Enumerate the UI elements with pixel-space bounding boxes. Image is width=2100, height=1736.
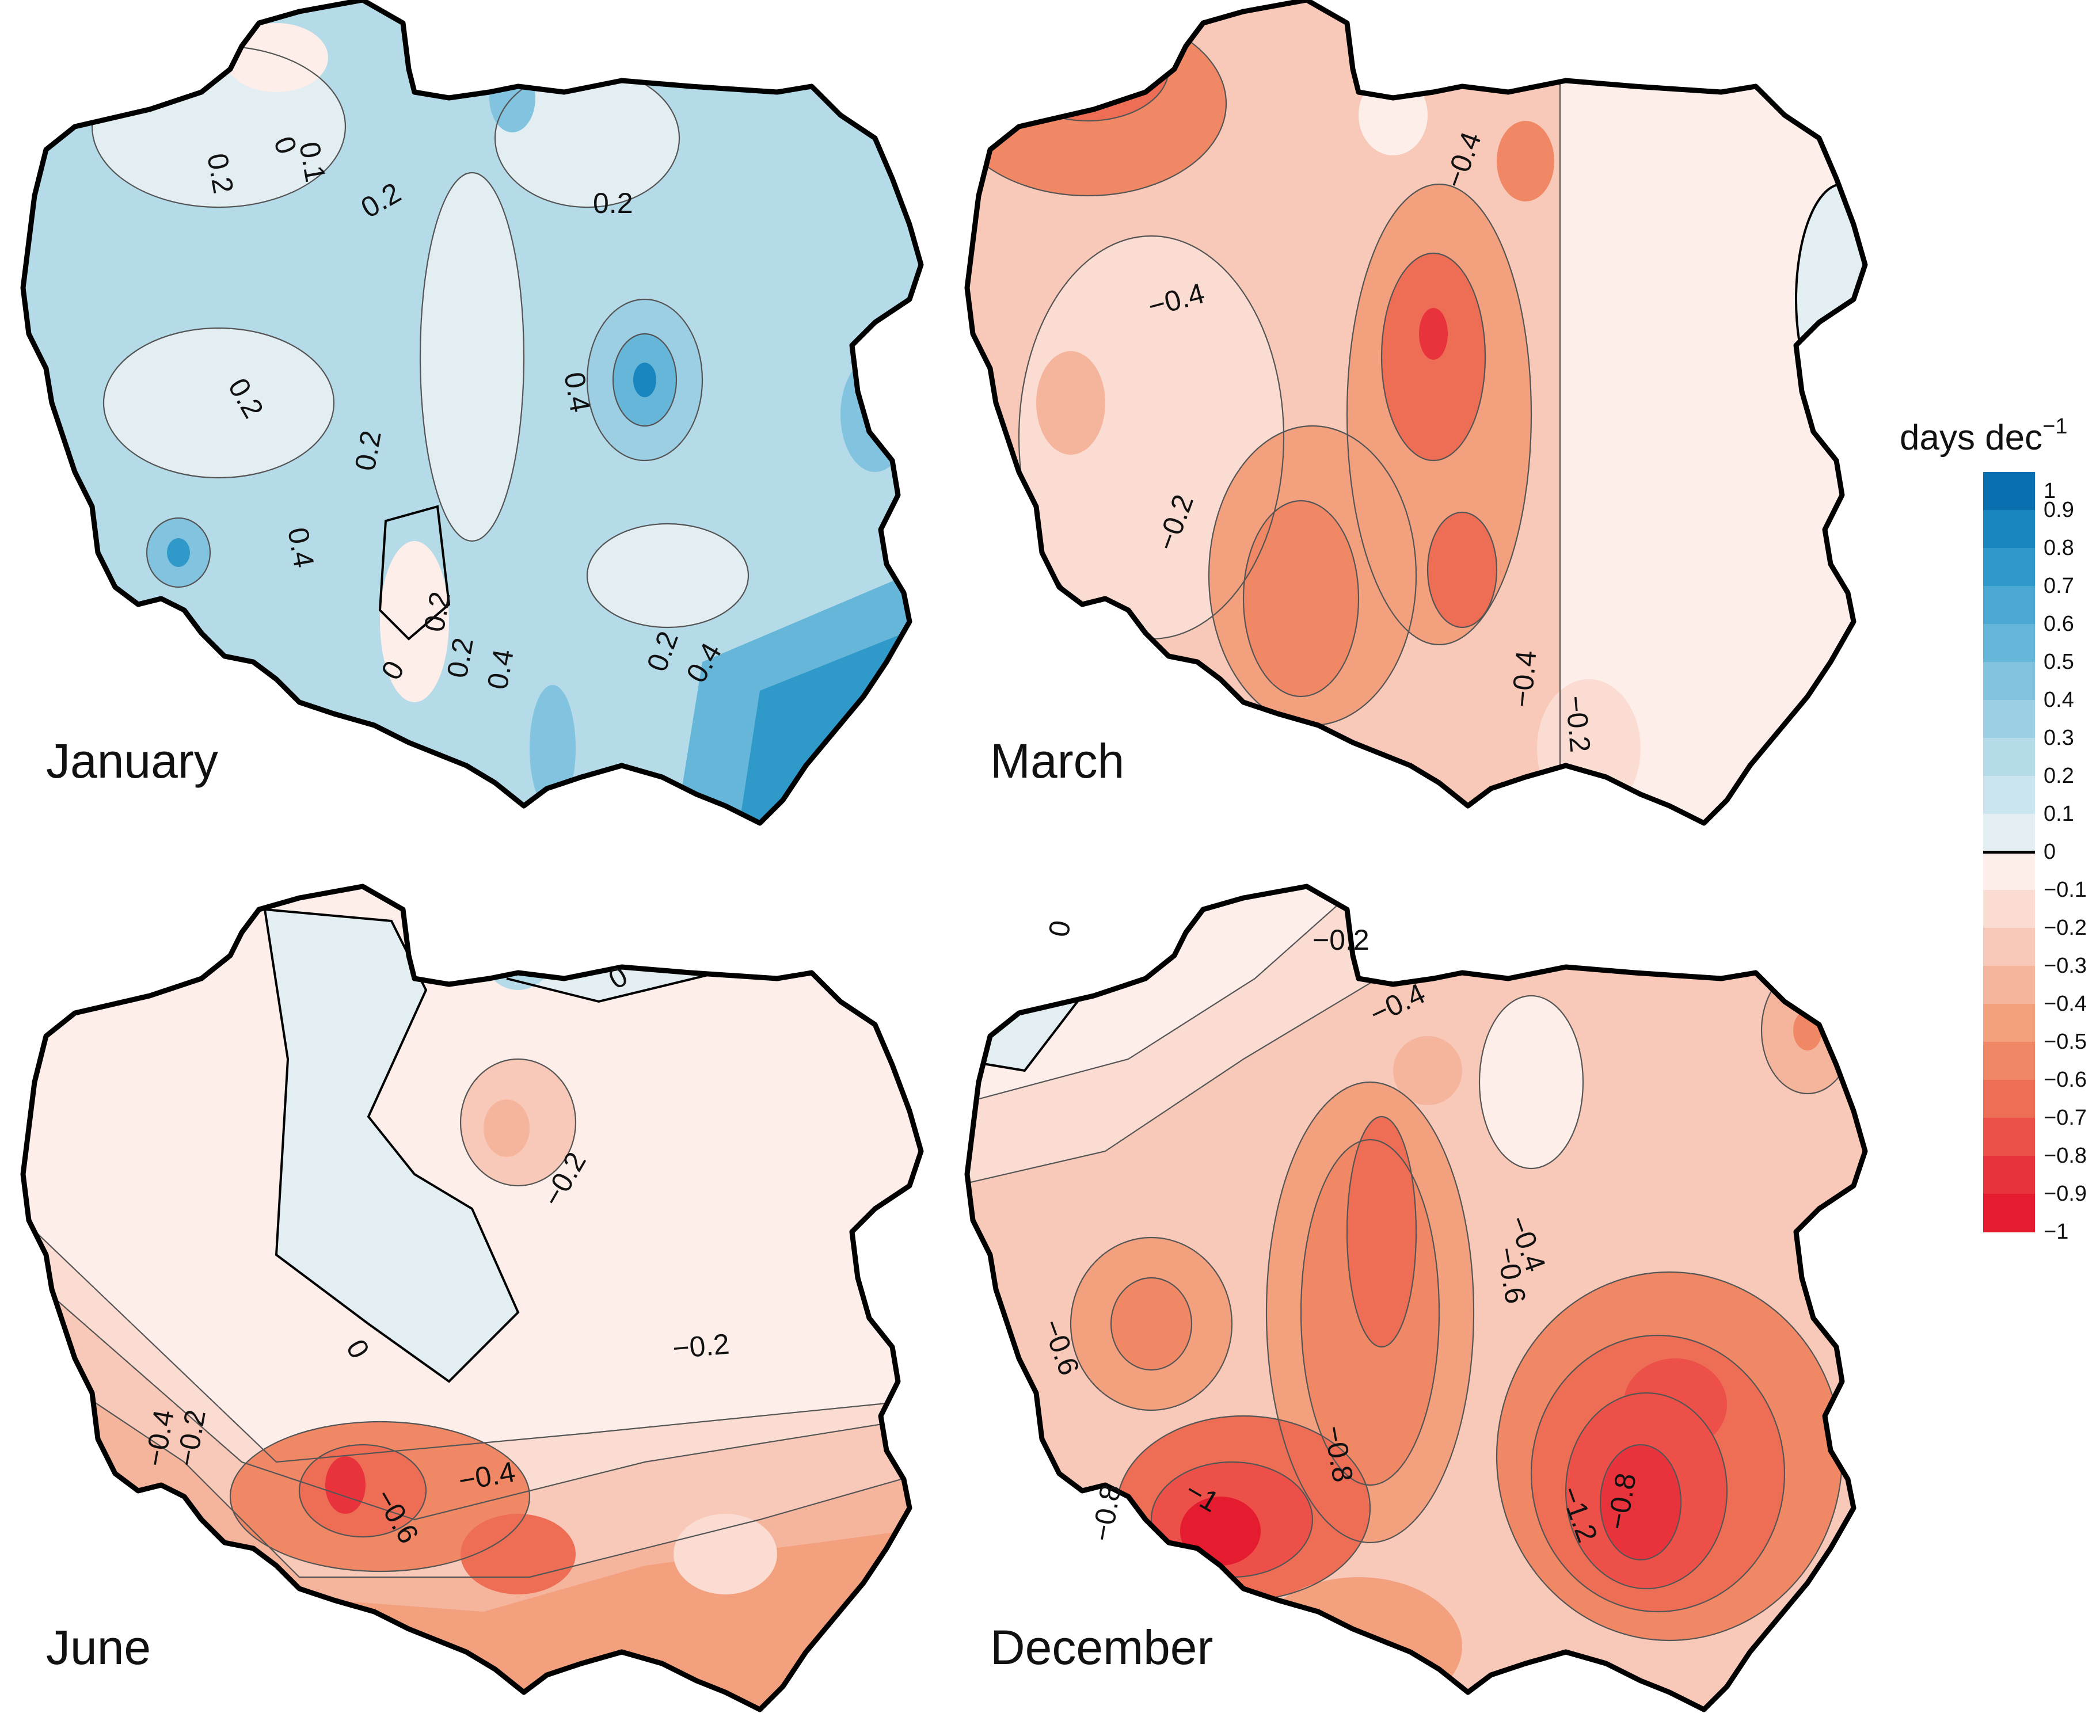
contour-label: 0.4: [481, 647, 520, 692]
legend-swatch: [1983, 1080, 2035, 1118]
legend-tick-label: −0.3: [2044, 954, 2087, 978]
legend-swatch: [1983, 814, 2035, 852]
contour-label: −0.2: [1312, 924, 1369, 956]
legend-title-superscript: −1: [2042, 414, 2068, 439]
panel-march: −0.4 −0.4 −0.2 −0.4 −0.2 March: [956, 0, 1992, 840]
legend-swatch: [1983, 1194, 2035, 1232]
poland-border: [20, 0, 924, 826]
legend-swatch: [1983, 662, 2035, 701]
contour-label: −0.4: [1505, 649, 1542, 709]
color-legend: days dec−1 1 0.9 0.8 0.7 0.6 0.5 0.4 0.3 0.2 0.1 0…: [1900, 414, 2095, 1266]
legend-swatch: [1983, 928, 2035, 966]
map-march: −0.4 −0.4 −0.2 −0.4 −0.2: [964, 0, 1868, 826]
legend-swatch: [1983, 1156, 2035, 1194]
legend-swatch: [1983, 738, 2035, 776]
contour-label: 0: [1043, 918, 1077, 939]
contour-label: 0.1: [293, 139, 332, 184]
contour-label: −0.2: [671, 1328, 731, 1365]
filled-field: [23, 0, 921, 823]
legend-swatch: [1983, 776, 2035, 814]
legend-swatch: [1983, 472, 2035, 511]
legend-tick-label: 0.3: [2044, 726, 2074, 750]
legend-swatch: [1983, 890, 2035, 928]
panel-june: 0 −0.2 0 −0.2 −0.4 −0.2 −0.4 −0.6 June: [12, 884, 1048, 1727]
contour-label: −0.8: [1086, 1482, 1127, 1544]
contour-label: −0.2: [1559, 694, 1596, 753]
contour-label: 0.4: [558, 370, 596, 414]
contour-label: 0.2: [418, 589, 456, 634]
poland-border: [964, 0, 1868, 826]
legend-title: days dec−1: [1900, 414, 2067, 458]
month-label: March: [990, 734, 1125, 788]
legend-tick-label: −0.7: [2044, 1106, 2087, 1130]
legend-tick-label: 0.7: [2044, 574, 2074, 598]
legend-tick-label: −0.6: [2044, 1068, 2087, 1092]
contour-label: 0.2: [201, 151, 239, 196]
legend-tick-label: −0.4: [2044, 992, 2087, 1016]
panel-january: 0 0.1 0.2 0.2 0.2 0.2 0.2 0.2 0.4 0.4 0 …: [12, 0, 1048, 840]
poland-border: [964, 884, 1868, 1712]
poland-border: [20, 884, 924, 1712]
legend-tick-label: −0.5: [2044, 1030, 2087, 1054]
contour-lines: [91, 45, 750, 641]
legend-swatch: [1983, 1042, 2035, 1080]
legend-swatch: [1983, 966, 2035, 1004]
contour-label: 0.2: [349, 428, 387, 473]
legend-swatch: [1983, 548, 2035, 587]
legend-tick-label: 0.9: [2044, 498, 2074, 522]
map-june: 0 −0.2 0 −0.2 −0.4 −0.2 −0.4 −0.6: [20, 884, 924, 1712]
legend-tick-label: 1: [2044, 479, 2056, 503]
legend-tick-label: 0.6: [2044, 612, 2074, 636]
legend-tick-label: 0.5: [2044, 650, 2074, 674]
legend-swatch: [1983, 700, 2035, 738]
legend-swatch: [1983, 852, 2035, 890]
legend-swatch: [1983, 1118, 2035, 1156]
legend-tick-label: −0.9: [2044, 1182, 2087, 1206]
map-january: 0 0.1 0.2 0.2 0.2 0.2 0.2 0.2 0.4 0.4 0 …: [20, 0, 924, 826]
legend-tick-label: 0.1: [2044, 802, 2074, 826]
legend-zero-line: [1983, 851, 2035, 854]
legend-tick-label: 0.4: [2044, 688, 2074, 712]
legend-swatch: [1983, 1004, 2035, 1042]
legend-tick-label: 0.2: [2044, 764, 2074, 788]
month-label: January: [46, 734, 218, 788]
legend-tick-label: −0.1: [2044, 878, 2087, 902]
legend-swatch: [1983, 586, 2035, 625]
legend-tick-label: −1: [2044, 1220, 2069, 1244]
month-label: December: [990, 1620, 1213, 1674]
legend-tick-label: 0.8: [2044, 536, 2074, 560]
legend-swatch: [1983, 510, 2035, 549]
map-december: 0 −0.2 −0.4 −0.4 −0.6 −0.6 −0.8 −1 −0.8 …: [964, 884, 1868, 1712]
legend-tick-label: −0.8: [2044, 1144, 2087, 1168]
month-label: June: [46, 1620, 151, 1674]
panel-december: 0 −0.2 −0.4 −0.4 −0.6 −0.6 −0.8 −1 −0.8 …: [956, 884, 1992, 1727]
contour-label: 0.2: [593, 187, 633, 219]
legend-swatch: [1983, 624, 2035, 663]
contour-label: 0.4: [281, 525, 320, 570]
legend-title-text: days dec: [1900, 418, 2043, 458]
contour-label: 0.2: [441, 635, 480, 680]
legend-tick-label: −0.2: [2044, 916, 2087, 940]
legend-tick-label: 0: [2044, 840, 2056, 864]
filled-field: [23, 886, 921, 1710]
legend-color-bar: [1983, 472, 2035, 1232]
filled-field: [967, 0, 1865, 823]
